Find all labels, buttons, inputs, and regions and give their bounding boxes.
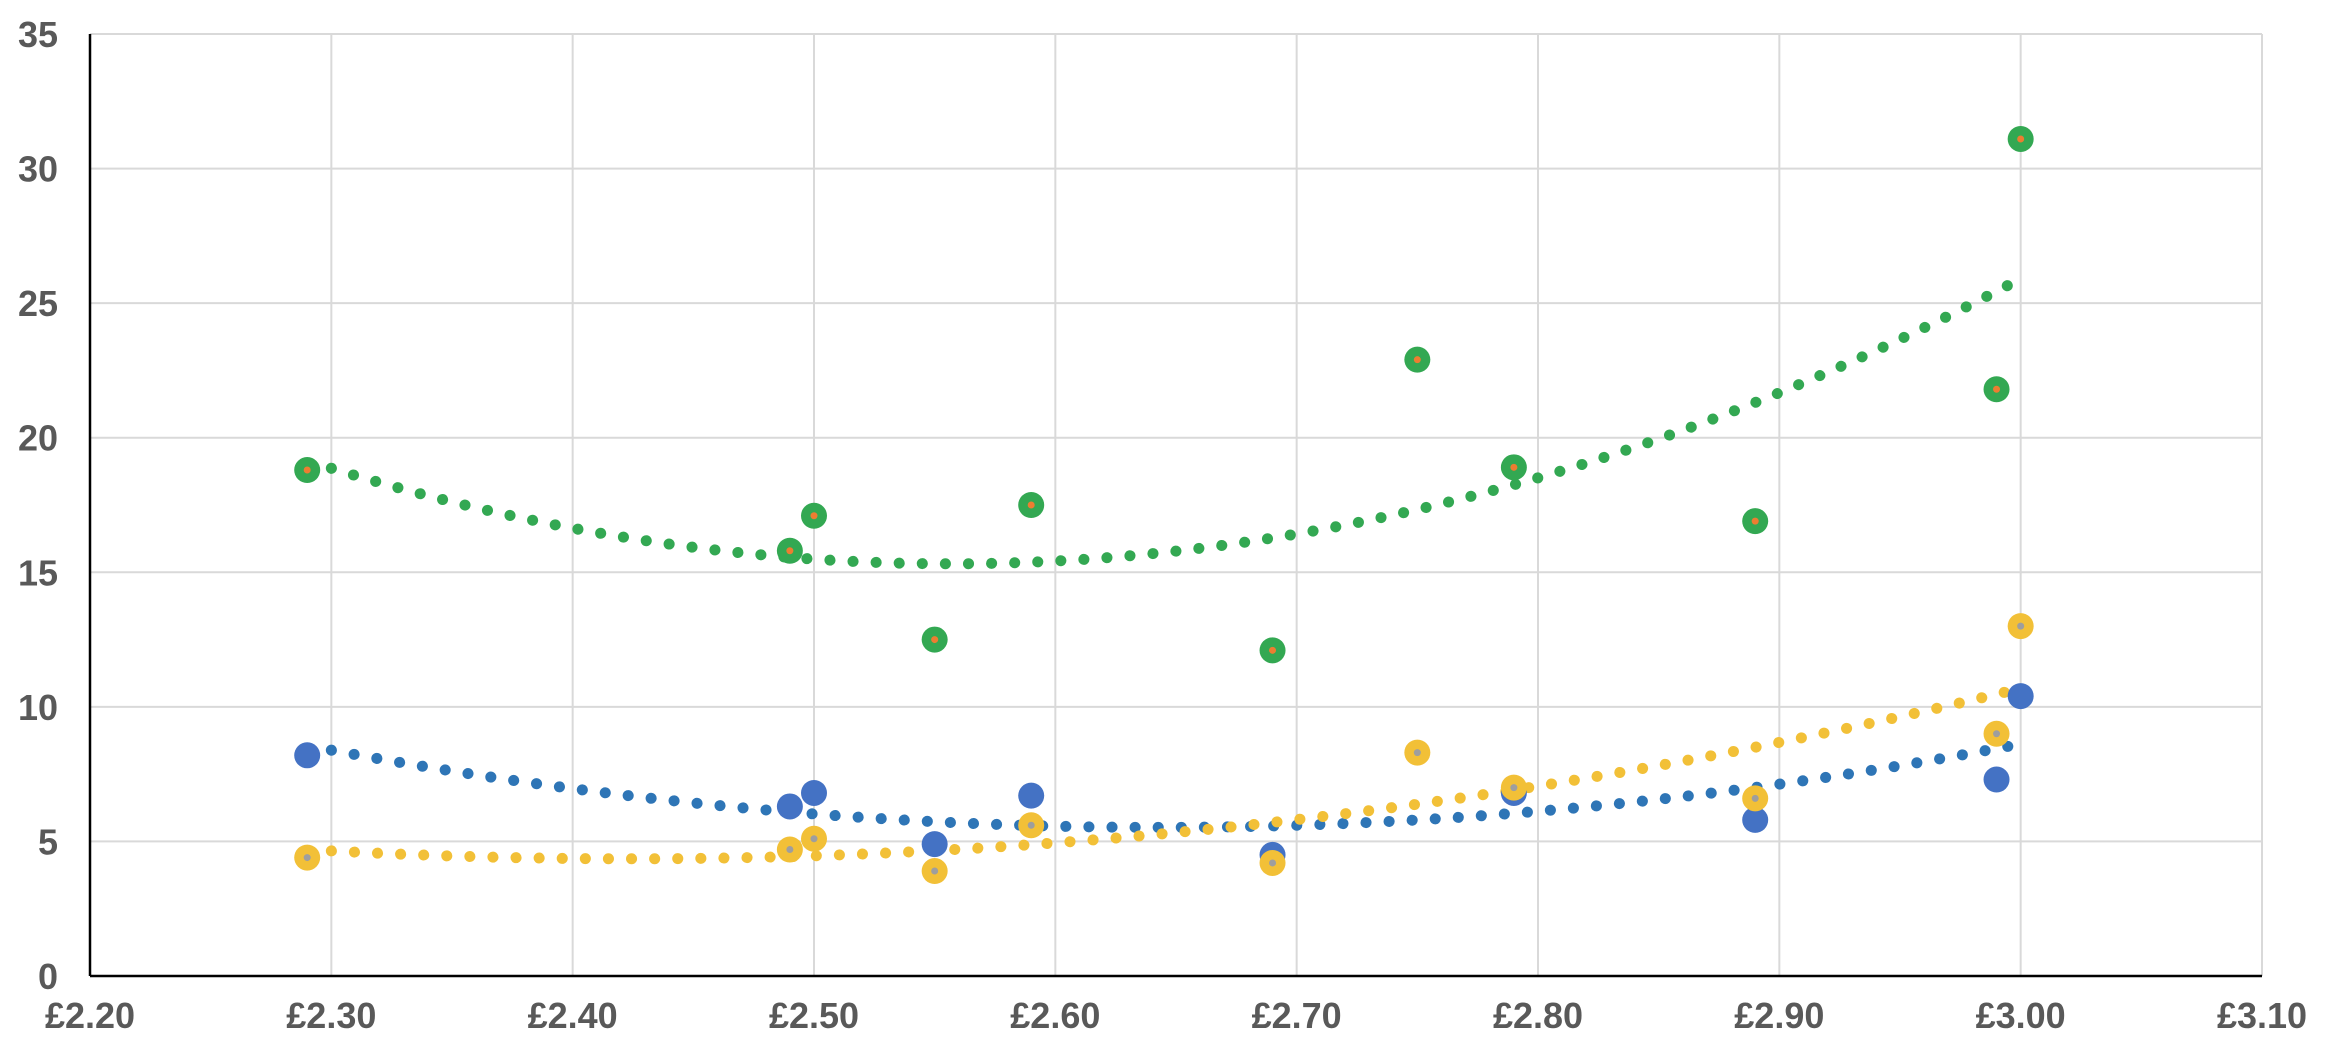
y-axis-tick-labels: 0 5 10 15 20 25 30 35 [18,14,58,997]
point-series-1 [1742,806,1769,833]
y-tick-label: 0 [38,956,58,997]
point-center-series-3 [810,512,818,520]
x-tick-label: £2.40 [528,995,618,1036]
point-center-series-3 [1027,501,1035,509]
y-tick-label: 10 [18,687,58,728]
trendline-series-3 [325,273,2027,570]
x-tick-label: £2.90 [1734,995,1824,1036]
y-tick-label: 20 [18,418,58,459]
point-center-series-2 [1269,859,1277,867]
x-tick-label: £3.00 [1976,995,2066,1036]
point-center-series-3 [931,636,939,644]
point-center-series-3 [1510,463,1518,471]
point-center-series-3 [1269,646,1277,654]
point-center-series-3 [303,466,311,474]
point-center-series-3 [786,547,794,555]
x-tick-label: £2.60 [1010,995,1100,1036]
point-center-series-2 [786,846,794,854]
point-series-1 [1018,782,1045,809]
axes [88,34,2262,978]
point-center-series-2 [1510,784,1518,792]
point-series-1 [776,793,803,820]
gridlines [90,33,2263,976]
point-center-series-3 [2017,135,2025,143]
y-tick-label: 15 [18,552,58,593]
point-center-series-3 [1993,385,2001,393]
point-center-series-2 [931,867,939,875]
point-center-series-2 [1993,730,2001,738]
point-center-series-2 [303,854,311,862]
point-center-series-2 [2017,622,2025,630]
point-series-1 [2007,683,2034,710]
point-center-series-3 [1751,517,1759,525]
y-tick-label: 5 [38,821,58,862]
point-center-series-3 [1413,356,1421,364]
point-series-1 [801,779,827,806]
y-tick-label: 25 [18,283,58,324]
x-tick-label: £2.70 [1252,995,1342,1036]
trendline-series-1 [325,738,2027,833]
x-tick-label: £2.50 [769,995,859,1036]
point-center-series-2 [1751,794,1759,802]
data-points [294,125,2034,885]
x-tick-label: £2.80 [1493,995,1583,1036]
point-series-1 [294,742,321,769]
point-series-1 [921,831,948,858]
y-tick-label: 30 [18,149,58,190]
trendline-series-2 [325,682,2027,865]
x-tick-label: £2.30 [286,995,376,1036]
x-axis-tick-labels: £2.20 £2.30 £2.40 £2.50 £2.60 £2.70 £2.80 £2.90… [45,995,2307,1036]
point-center-series-2 [1027,821,1035,829]
x-tick-label: £3.10 [2217,995,2307,1036]
y-tick-label: 35 [18,14,58,55]
point-center-series-2 [1413,749,1421,757]
point-center-series-2 [810,835,818,843]
point-series-1 [1983,766,2010,793]
trendlines [325,273,2027,865]
x-tick-label: £2.20 [45,995,135,1036]
